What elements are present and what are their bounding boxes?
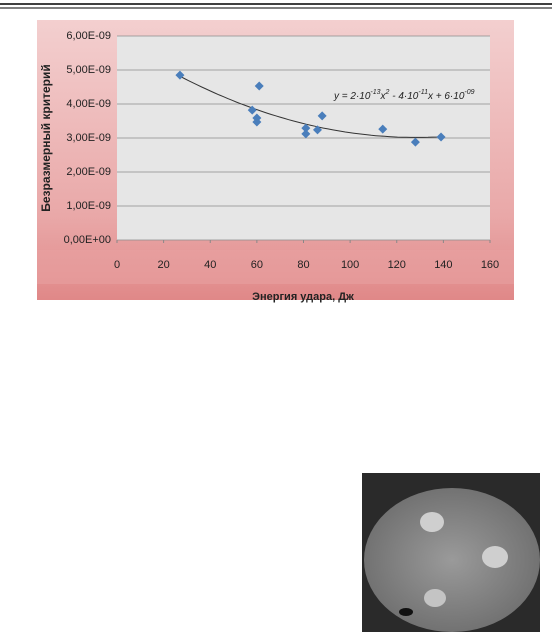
y-tick-label: 3,00E-09 [66, 132, 111, 144]
data-point [312, 125, 322, 135]
x-tick-label: 80 [297, 259, 309, 271]
y-axis-label: Безразмерный критерий [39, 64, 53, 212]
x-tick-label: 160 [481, 259, 499, 271]
x-tick-label: 40 [204, 259, 216, 271]
photo-dent [424, 589, 446, 607]
data-point [254, 81, 264, 91]
photo [362, 473, 540, 632]
data-point [175, 70, 185, 80]
x-axis-band [37, 250, 514, 284]
equation-superscript: -13 [370, 89, 380, 96]
equation-text: x + 6·10 [427, 91, 465, 102]
x-tick-label: 140 [434, 259, 452, 271]
data-point [301, 129, 311, 139]
photo-dent [420, 512, 444, 532]
y-tick-label: 2,00E-09 [66, 166, 111, 178]
photo-shadow [399, 608, 413, 616]
x-axis-label: Энергия удара, Дж [252, 291, 354, 303]
equation-text: - 4·10 [389, 91, 418, 102]
equation-superscript: -09 [464, 89, 474, 96]
equation-superscript: 2 [385, 89, 390, 96]
data-point [378, 124, 388, 134]
equation-text: y = 2·10 [333, 91, 371, 102]
x-tick-label: 0 [114, 259, 120, 271]
y-tick-label: 5,00E-09 [66, 64, 111, 76]
data-point [410, 137, 420, 147]
equation-text: x [380, 91, 387, 102]
equation-superscript: -11 [418, 89, 428, 96]
data-point [436, 132, 446, 142]
y-tick-label: 1,00E-09 [66, 200, 111, 212]
y-tick-label: 6,00E-09 [66, 30, 111, 42]
y-tick-label: 4,00E-09 [66, 98, 111, 110]
trendline [179, 75, 442, 138]
x-tick-label: 120 [388, 259, 406, 271]
x-tick-label: 20 [158, 259, 170, 271]
y-tick-label: 0,00E+00 [64, 234, 111, 246]
x-tick-label: 60 [251, 259, 263, 271]
data-point [301, 123, 311, 133]
data-point [317, 111, 327, 121]
trendline-equation: y = 2·10-13x2 - 4·10-11x + 6·10-09 [333, 89, 475, 101]
data-point [252, 117, 262, 127]
x-tick-label: 100 [341, 259, 359, 271]
photo-specimen [364, 488, 540, 632]
data-point [247, 105, 257, 115]
photo-dent [482, 546, 508, 568]
